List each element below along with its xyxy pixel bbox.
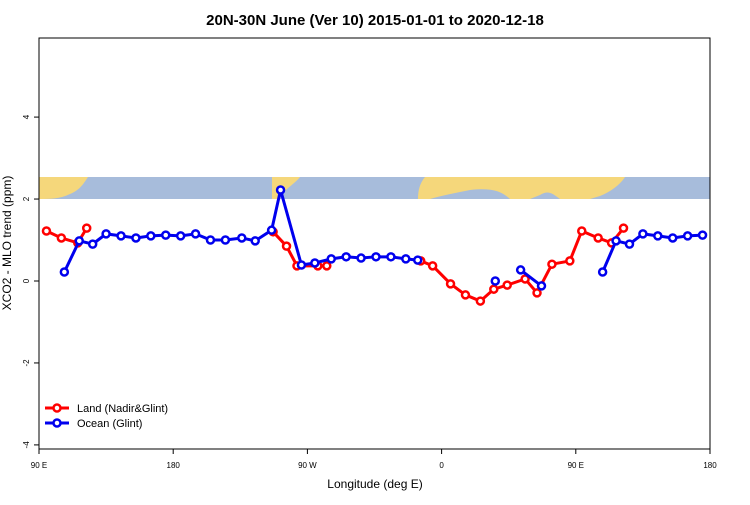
data-point <box>41 226 52 236</box>
data-point <box>667 233 678 243</box>
legend-marker <box>52 418 62 428</box>
data-point <box>87 239 98 249</box>
data-point <box>101 229 111 239</box>
data-point <box>175 231 186 241</box>
plot-frame <box>38 37 711 450</box>
data-point <box>427 261 438 271</box>
legend-label: Ocean (Glint) <box>77 418 142 430</box>
y-tick-label: 0 <box>22 278 31 283</box>
data-point <box>131 233 141 243</box>
y-tick-label: 4 <box>22 114 31 119</box>
data-point <box>56 233 67 243</box>
data-point <box>341 252 351 262</box>
x-tick-label: 180 <box>703 461 717 470</box>
data-point <box>445 279 456 289</box>
x-axis-label: Longitude (deg E) <box>327 477 422 491</box>
data-point <box>697 230 708 240</box>
data-point <box>490 276 501 286</box>
data-point <box>190 229 201 239</box>
data-point <box>577 226 587 236</box>
data-point <box>401 254 411 264</box>
data-point <box>653 231 663 241</box>
y-tick-label: 2 <box>22 196 31 201</box>
legend-label: Land (Nadir&Glint) <box>77 403 168 415</box>
data-point <box>611 236 621 246</box>
data-point <box>682 231 693 241</box>
data-point <box>326 254 337 264</box>
x-tick-label: 0 <box>439 461 444 470</box>
data-point <box>356 253 366 263</box>
data-point <box>146 231 156 241</box>
data-point <box>412 255 423 265</box>
data-point <box>638 229 648 239</box>
data-point <box>520 274 530 284</box>
data-point <box>205 235 216 245</box>
data-point <box>460 290 471 300</box>
data-point <box>250 236 260 246</box>
x-tick-label: 90 E <box>568 461 584 470</box>
data-point <box>475 296 486 306</box>
data-point <box>386 252 396 262</box>
data-point <box>266 225 277 235</box>
data-point <box>565 256 575 266</box>
data-point <box>322 261 332 271</box>
data-point <box>81 223 92 233</box>
x-tick-label: 90 E <box>31 461 47 470</box>
data-point <box>296 260 307 270</box>
data-point <box>237 233 247 243</box>
y-tick-label: -4 <box>22 441 31 449</box>
y-axis-label: XCO2 - MLO trend (ppm) <box>0 176 14 311</box>
data-point <box>515 265 526 275</box>
data-point <box>532 288 542 298</box>
data-point <box>74 236 85 246</box>
data-point <box>597 267 608 277</box>
data-point <box>502 280 512 290</box>
data-point <box>281 241 292 251</box>
chart-title: 20N-30N June (Ver 10) 2015-01-01 to 2020… <box>206 12 544 29</box>
data-point <box>547 259 557 269</box>
data-point <box>275 185 286 195</box>
data-point <box>624 239 635 249</box>
x-tick-label: 180 <box>167 461 181 470</box>
data-point <box>116 231 126 241</box>
data-point <box>618 223 629 233</box>
data-point <box>536 281 547 291</box>
data-point <box>59 267 70 277</box>
data-point <box>593 233 603 243</box>
y-tick-label: -2 <box>22 359 31 367</box>
data-point <box>310 258 320 268</box>
data-point <box>489 284 499 294</box>
legend-marker <box>52 403 62 413</box>
x-tick-label: 90 W <box>298 461 317 470</box>
data-point <box>160 230 171 240</box>
data-point <box>220 235 231 245</box>
map-strip <box>39 177 710 199</box>
data-point <box>371 252 381 262</box>
